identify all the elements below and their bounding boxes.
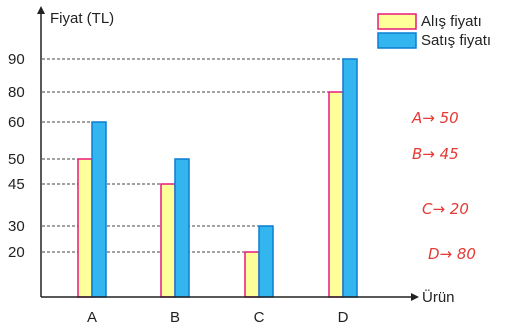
legend-swatch-satis [377,32,417,49]
bar-alis-c [244,251,260,298]
x-axis-arrow [411,293,419,301]
y-tick-label: 90 [8,51,25,68]
y-tick-labels: 20 30 45 50 60 80 90 [8,51,25,261]
bar-satis-b [174,158,190,298]
x-axis-title: Ürün [422,288,455,306]
bar-alis-a [77,158,93,298]
note-line: A→ 50 [411,109,459,127]
legend-label-satis: Satış fiyatı [421,32,491,49]
legend: Alış fiyatı Satış fiyatı [377,13,491,49]
axes [37,6,419,301]
y-tick-label: 30 [8,218,25,235]
legend-label-alis: Alış fiyatı [421,13,482,30]
y-tick-label: 20 [8,244,25,261]
y-tick-label: 50 [8,151,25,168]
legend-swatch-alis [377,13,417,30]
y-tick-label: 80 [8,84,25,101]
bar-satis-a [91,121,107,298]
bar-alis-d [328,91,344,298]
bars [77,58,358,298]
bar-alis-b [160,183,176,298]
x-tick-label: B [170,309,180,325]
x-tick-labels: A B C D [87,309,349,325]
y-tick-label: 60 [8,114,25,131]
note-line: C→ 20 [422,200,469,218]
note-line: D→ 80 [428,245,476,263]
y-axis-arrow [37,6,45,14]
handwritten-notes: A→ 50 B→ 45 C→ 20 D→ 80 [411,109,476,263]
x-tick-label: A [87,309,97,325]
x-tick-label: D [338,309,349,325]
y-axis-title: Fiyat (TL) [50,10,114,27]
note-line: B→ 45 [412,145,459,163]
bar-satis-c [258,225,274,298]
y-tick-label: 45 [8,176,25,193]
bar-satis-d [342,58,358,298]
x-tick-label: C [254,309,265,325]
